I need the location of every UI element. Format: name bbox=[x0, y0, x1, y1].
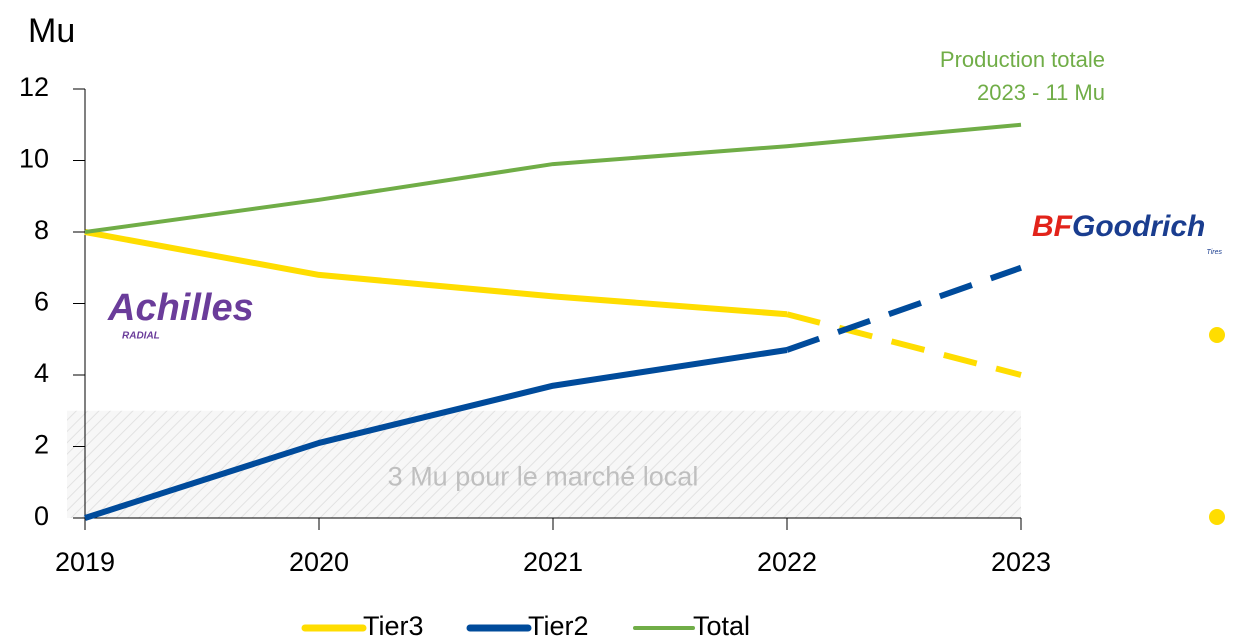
annotation: Production totale bbox=[940, 47, 1105, 72]
y-tick-label: 2 bbox=[34, 430, 49, 460]
projected-line bbox=[786, 311, 1022, 378]
legend-label: Tier3 bbox=[363, 611, 424, 641]
line bbox=[84, 122, 1022, 234]
line bbox=[84, 229, 788, 318]
y-axis-label: Mu bbox=[28, 12, 75, 50]
logo: Tires bbox=[1207, 249, 1223, 256]
x-tick-label: 2021 bbox=[523, 547, 583, 577]
y-tick-label: 6 bbox=[34, 287, 49, 317]
logo: BFGoodrich bbox=[1032, 210, 1205, 243]
logo: Goodrich bbox=[1072, 210, 1205, 243]
x-tick-label: 2020 bbox=[289, 547, 349, 577]
line bbox=[84, 347, 788, 521]
y-tick-label: 8 bbox=[34, 215, 49, 245]
x-tick-label: 2023 bbox=[991, 547, 1051, 577]
y-tick-label: 0 bbox=[34, 501, 49, 531]
decor-dot bbox=[1209, 509, 1225, 525]
band-label: 3 Mu pour le marché local bbox=[388, 462, 699, 492]
logo: Achilles bbox=[107, 287, 254, 329]
x-tick-label: 2022 bbox=[757, 547, 817, 577]
x-tick-label: 2019 bbox=[55, 547, 115, 577]
y-tick-label: 12 bbox=[19, 72, 49, 102]
legend-label: Total bbox=[693, 611, 750, 641]
y-tick-label: 10 bbox=[19, 144, 49, 174]
decor-dot bbox=[1209, 327, 1225, 343]
legend-label: Tier2 bbox=[528, 611, 589, 641]
annotation: 2023 - 11 Mu bbox=[977, 80, 1105, 105]
logo: RADIAL bbox=[122, 331, 160, 342]
local-market-band bbox=[67, 410, 1021, 518]
y-tick-label: 4 bbox=[34, 358, 49, 388]
projected-line bbox=[786, 264, 1022, 353]
logo: BF bbox=[1032, 210, 1073, 243]
